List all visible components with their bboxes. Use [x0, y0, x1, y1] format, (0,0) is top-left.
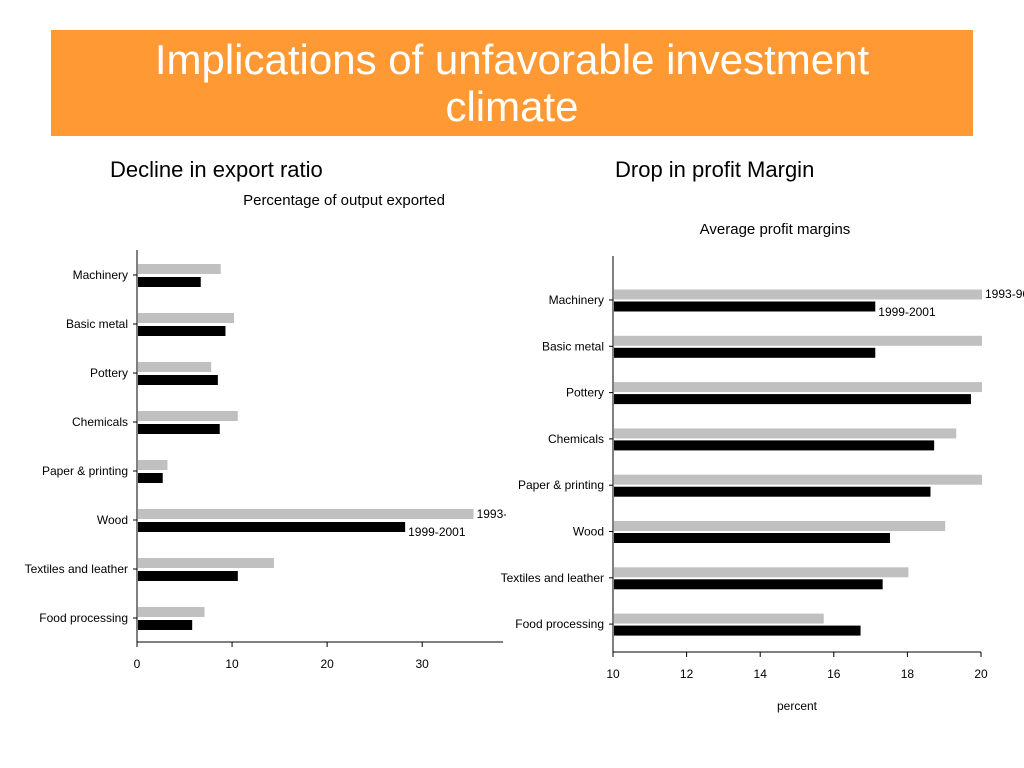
bar-series-1999 — [138, 620, 193, 630]
x-tick-label: 10 — [606, 667, 620, 681]
bar-series-1993 — [614, 428, 957, 439]
slide-title: Implications of unfavorable investment c… — [154, 36, 870, 130]
category-label: Chemicals — [72, 415, 128, 429]
category-label: Basic metal — [66, 317, 128, 331]
bar-series-1993 — [614, 335, 982, 346]
bar-series-1993 — [614, 613, 824, 624]
bar-series-1999 — [138, 375, 218, 385]
bar-series-1999 — [614, 625, 861, 636]
bar-series-1999 — [614, 347, 876, 358]
bar-series-1993 — [138, 509, 474, 519]
bar-series-1993 — [138, 558, 274, 568]
x-tick-label: 20 — [320, 657, 334, 671]
x-tick-label: 14 — [754, 667, 768, 681]
bar-series-1993 — [138, 264, 221, 274]
bar-series-1999 — [138, 424, 220, 434]
bar-series-1993 — [138, 411, 238, 421]
bar-series-1993 — [138, 607, 205, 617]
bar-series-1999 — [138, 522, 406, 532]
category-label: Paper & printing — [518, 478, 604, 492]
x-axis-label: percent — [777, 699, 818, 713]
chart-title: Average profit margins — [700, 221, 851, 238]
bar-series-1999 — [614, 301, 876, 312]
x-tick-label: 18 — [901, 667, 915, 681]
category-label: Basic metal — [542, 339, 604, 353]
x-tick-label: 30 — [416, 657, 430, 671]
category-label: Textiles and leather — [501, 571, 604, 585]
x-tick-label: 16 — [827, 667, 841, 681]
x-tick-label: 0 — [134, 657, 141, 671]
bar-series-1999 — [138, 473, 163, 483]
category-label: Wood — [573, 525, 604, 539]
left-section-heading: Decline in export ratio — [110, 157, 323, 182]
bar-series-1999 — [614, 533, 890, 543]
x-tick-label: 12 — [680, 667, 694, 681]
bar-series-1999 — [614, 394, 971, 405]
title-bar: Implications of unfavorable investment c… — [51, 30, 973, 136]
category-label: Textiles and leather — [25, 562, 128, 576]
bar-series-1993 — [138, 362, 212, 372]
bar-series-1993 — [138, 313, 235, 323]
bar-series-1999 — [614, 440, 935, 451]
category-label: Pottery — [90, 366, 128, 380]
category-label: Pottery — [566, 386, 604, 400]
bar-series-1999 — [138, 571, 238, 581]
bar-series-1993 — [614, 382, 982, 393]
series-label-1993: 1993-96 — [985, 287, 1024, 301]
bar-series-1999 — [138, 277, 201, 287]
category-label: Food processing — [515, 617, 604, 631]
category-label: Chemicals — [548, 432, 604, 446]
series-label-1999: 1999-2001 — [408, 525, 466, 539]
category-label: Machinery — [73, 268, 128, 282]
x-tick-label: 20 — [974, 667, 988, 681]
bar-series-1999 — [614, 486, 931, 497]
category-label: Machinery — [549, 293, 604, 307]
bar-series-1999 — [138, 326, 226, 336]
profit-margin-chart: Average profit margins 10 12 14 16 18 20 Machin… — [501, 221, 1024, 713]
chart-title: Percentage of output exported — [243, 192, 445, 209]
x-tick-label: 10 — [225, 657, 239, 671]
export-ratio-chart: Percentage of output exported 0 10 20 30 Mach… — [25, 192, 506, 671]
bar-series-1993 — [614, 289, 982, 300]
category-label: Paper & printing — [42, 464, 128, 478]
bar-series-1993 — [138, 460, 168, 470]
bar-series-1999 — [614, 579, 883, 590]
bar-series-1993 — [614, 567, 909, 578]
series-label-1993: 1993-9 — [477, 507, 506, 521]
category-label: Wood — [97, 513, 128, 527]
category-label: Food processing — [39, 611, 128, 625]
series-label-1999: 1999-2001 — [878, 305, 936, 319]
right-section-heading: Drop in profit Margin — [615, 157, 815, 182]
bar-series-1993 — [614, 474, 982, 485]
bar-series-1993 — [614, 521, 946, 531]
